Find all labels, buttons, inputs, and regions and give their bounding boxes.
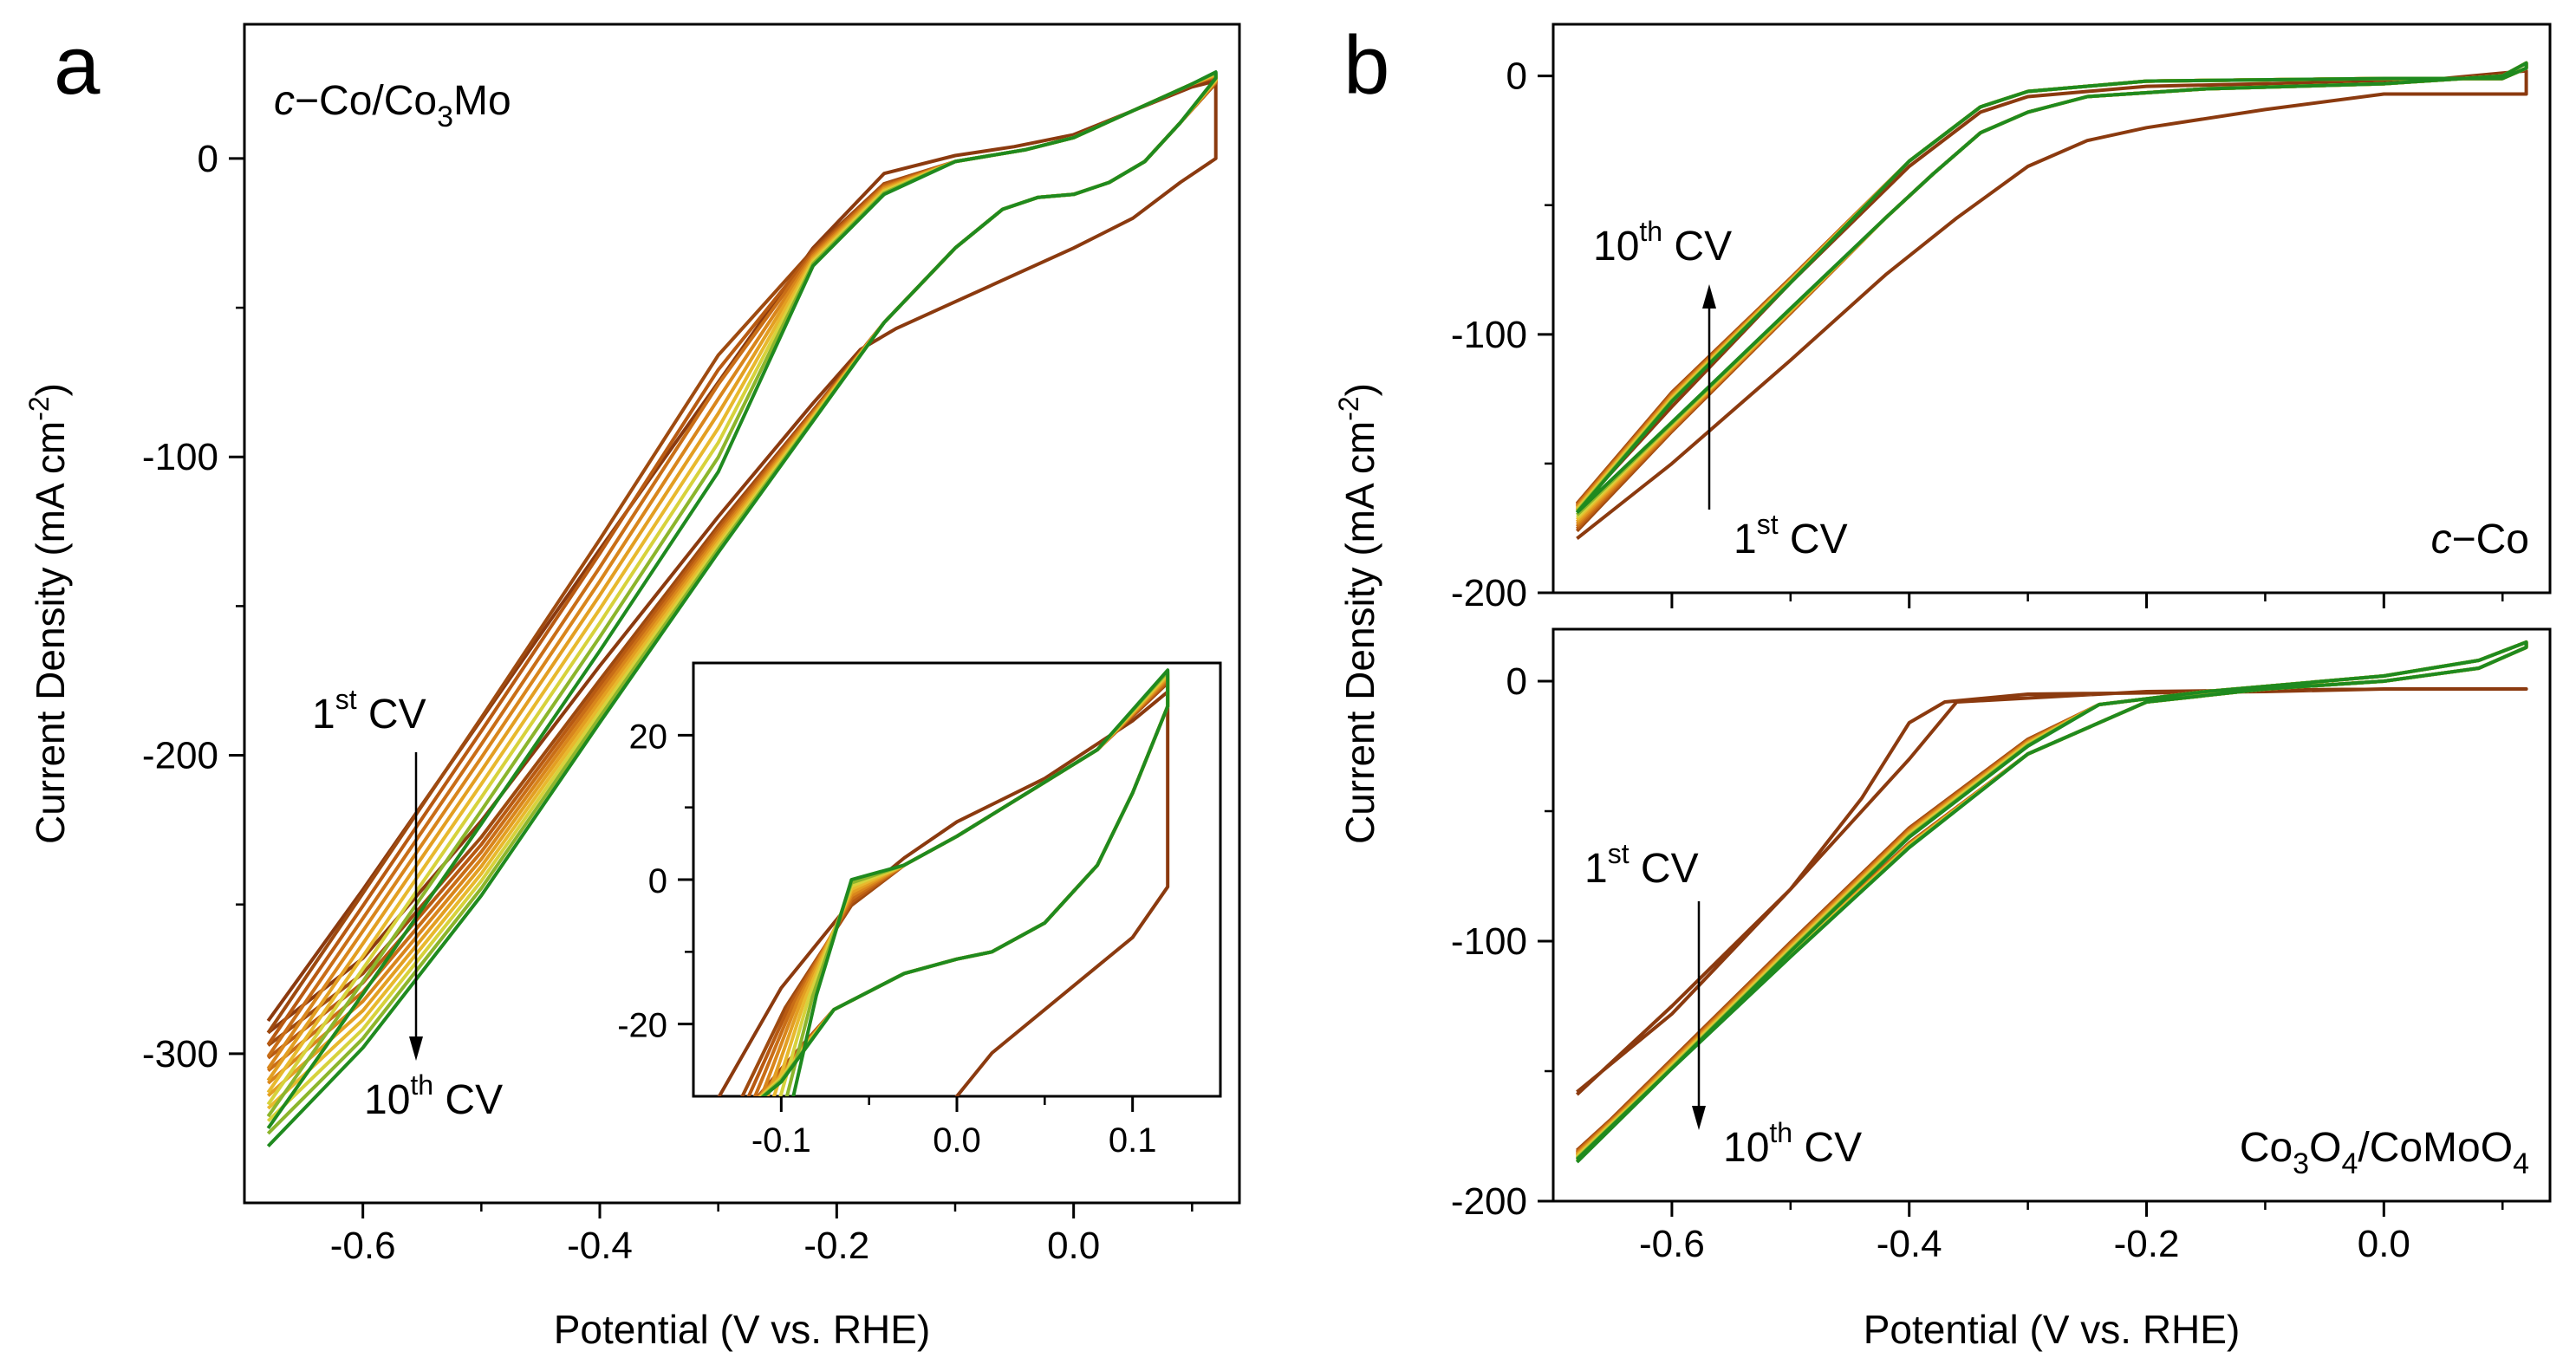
panel-b-bottom-sample-label: Co3O4/CoMoO4 (2240, 1125, 2529, 1180)
panel-b-bottom-cycle-10 (1575, 640, 2528, 1164)
panel-a-inset: -0.1 0.0 0.1 -20 0 20 (617, 661, 1222, 1160)
panel-b-top-cycle-8 (1575, 61, 2528, 519)
panel-b-top-y-tick-label: -200 (1451, 572, 1527, 614)
panel-a-x-tick-label: 0.0 (1047, 1225, 1100, 1267)
panel-a-inset-y-axis: -20 0 20 (617, 718, 693, 1045)
panel-a-sample-label: c−Co/Co3Mo (274, 78, 511, 133)
panel-b-bottom-curves (1575, 640, 2528, 1164)
panel-b-top-cycle-6 (1575, 61, 2528, 523)
panel-b-bottom-y-tick-label: -100 (1451, 920, 1527, 963)
panel-b-top-sample-label: c−Co (2431, 517, 2529, 562)
panel-a-frame (243, 23, 1241, 1205)
panel-b-top-y-axis: -200 -100 0 (1451, 55, 1553, 614)
panel-a-inset-y-tick-label: -20 (617, 1007, 667, 1045)
panel-b-top-cycle-7 (1575, 61, 2528, 521)
panel-b-bottom-y-axis: -200 -100 0 (1451, 660, 1553, 1223)
panel-b-top-cycle-3 (1575, 61, 2528, 530)
panel-b-top-first-cv-label: 1st CV (1734, 509, 1848, 562)
panel-b-bottom-x-tick-label: -0.4 (1877, 1223, 1942, 1265)
panel-a-y-axis: -300 -200 -100 0 (142, 138, 244, 1075)
panel-a-y-tick-label: -200 (142, 735, 218, 777)
panel-b-top-cycle-arrowhead (1702, 284, 1716, 309)
panel-b-bottom-cycle-arrowhead (1692, 1106, 1706, 1130)
panel-letter-a: a (54, 19, 101, 112)
panel-a-y-tick-label: -100 (142, 436, 218, 478)
panel-a-y-tick-label: -300 (142, 1033, 218, 1075)
panel-b-bottom-cycle-3 (1575, 640, 2528, 1156)
panel-a-inset-y-tick-label: 20 (629, 718, 668, 756)
panel-b: b -200 -100 0 10th CV 1st CV c−Co -0.6 -0.4… (1333, 19, 2552, 1352)
panel-a-cycle-arrowhead (409, 1036, 423, 1061)
panel-a-first-cv-label: 1st CV (312, 684, 426, 737)
panel-b-top-cycle-9 (1575, 61, 2528, 517)
panel-b-top-y-tick-label: -100 (1451, 314, 1527, 356)
panel-b-bottom-cycle-2 (1575, 640, 2528, 1154)
panel-a-inset-x-axis: -0.1 0.0 0.1 (751, 1096, 1157, 1160)
panel-b-top-curves (1575, 61, 2528, 540)
panel-a-cycle-10 (266, 70, 1218, 1147)
panel-a-inset-y-tick-label: 0 (648, 862, 667, 900)
panel-a-last-cv-label: 10th CV (364, 1069, 503, 1123)
panel-a-y-axis-title: Current Density (mA cm-2) (23, 383, 73, 844)
panel-a-inset-curves (717, 668, 1170, 1096)
panel-a-x-axis: -0.6 -0.4 -0.2 0.0 (330, 1203, 1194, 1267)
panel-b-top-frame (1551, 23, 2552, 595)
panel-b-bottom-y-tick-label: -200 (1451, 1180, 1527, 1223)
panel-b-bottom-x-tick-label: -0.6 (1639, 1223, 1705, 1265)
panel-a-cycle-1 (266, 79, 1218, 1035)
panel-a-inset-plot (717, 668, 1170, 1096)
panel-b-bottom-frame (1551, 627, 2552, 1203)
panel-a-x-tick-label: -0.2 (803, 1225, 869, 1267)
panel-b-y-axis-title: Current Density (mA cm-2) (1333, 383, 1382, 844)
panel-b-bottom-x-tick-label: -0.2 (2114, 1223, 2180, 1265)
panel-b-top-cycle-2 (1575, 61, 2528, 533)
panel-a-inset-x-tick-label: 0.0 (933, 1121, 981, 1160)
panel-b-top-cycle-5 (1575, 61, 2528, 526)
panel-b-top-x-axis (1670, 593, 2504, 608)
panel-a-y-tick-label: 0 (198, 138, 218, 180)
panel-a-inset-x-tick-label: 0.1 (1109, 1121, 1157, 1160)
panel-b-bottom-cycle-8 (1575, 640, 2528, 1161)
panel-b-top-y-tick-label: 0 (1506, 55, 1527, 98)
panel-b-top-cycle-10 (1575, 61, 2528, 515)
panel-a-inset-x-tick-label: -0.1 (751, 1121, 811, 1160)
panel-b-top-last-cv-label: 10th CV (1593, 216, 1732, 270)
panel-b-bottom-cycle-9 (1575, 640, 2528, 1163)
panel-a-x-axis-title: Potential (V vs. RHE) (554, 1307, 931, 1352)
panel-b-bottom-cycle-7 (1575, 640, 2528, 1160)
panel-a-inset-cycle-10 (760, 668, 1170, 1096)
panel-b-bottom-x-axis: -0.6 -0.4 -0.2 0.0 (1639, 1201, 2504, 1265)
panel-a-curves (266, 70, 1218, 1147)
panel-a-x-tick-label: -0.4 (567, 1225, 633, 1267)
panel-b-top-cycle-1 (1575, 68, 2528, 540)
panel-b-bottom-cycle-6 (1575, 640, 2528, 1160)
panel-b-bottom-first-cv-label: 1st CV (1584, 838, 1699, 892)
panel-letter-b: b (1343, 19, 1389, 112)
panel-b-bottom-cycle-4 (1575, 640, 2528, 1157)
panel-b-top-cycle-4 (1575, 61, 2528, 528)
panel-b-x-axis-title: Potential (V vs. RHE) (1864, 1307, 2241, 1352)
panel-b-bottom-cycle-1 (1576, 687, 2528, 1096)
panel-a-x-tick-label: -0.6 (330, 1225, 396, 1267)
panel-b-bottom-last-cv-label: 10th CV (1723, 1117, 1862, 1171)
panel-b-bottom-cycle-5 (1575, 640, 2528, 1158)
panel-b-bottom-x-tick-label: 0.0 (2358, 1223, 2410, 1265)
panel-b-bottom-y-tick-label: 0 (1506, 660, 1527, 703)
